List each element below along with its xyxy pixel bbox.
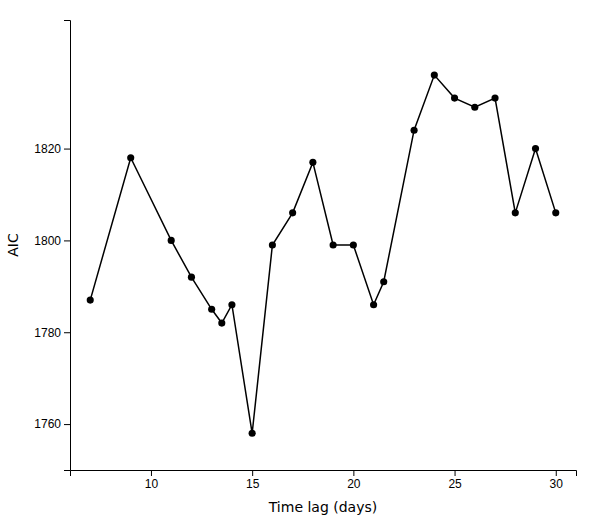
point bbox=[330, 241, 337, 248]
x-axis: 10 15 20 25 30 bbox=[71, 470, 577, 491]
line bbox=[90, 75, 556, 433]
point bbox=[87, 297, 94, 304]
y-axis-line bbox=[64, 21, 71, 471]
x-tick: 10 bbox=[145, 470, 159, 491]
y-tick-mark bbox=[64, 424, 70, 425]
y-tick-mark bbox=[64, 332, 70, 333]
point bbox=[208, 306, 215, 313]
point bbox=[552, 209, 559, 216]
point bbox=[218, 319, 225, 326]
point bbox=[228, 301, 235, 308]
x-tick-label: 25 bbox=[448, 477, 462, 491]
point bbox=[532, 145, 539, 152]
point bbox=[127, 154, 134, 161]
x-tick-label: 10 bbox=[145, 477, 159, 491]
point bbox=[350, 241, 357, 248]
y-tick-mark bbox=[64, 149, 70, 150]
point bbox=[411, 127, 418, 134]
point bbox=[370, 301, 377, 308]
x-axis-title: Time lag (days) bbox=[268, 499, 378, 515]
x-tick: 30 bbox=[550, 470, 564, 491]
point bbox=[188, 274, 195, 281]
chart: 10 15 20 25 30 1760 1780 1800 1820 Time lag (days… bbox=[0, 0, 600, 526]
point bbox=[309, 159, 316, 166]
y-axis-title: AIC bbox=[5, 233, 21, 257]
point bbox=[451, 94, 458, 101]
point bbox=[431, 72, 438, 79]
y-tick-label: 1780 bbox=[34, 326, 61, 340]
point bbox=[380, 278, 387, 285]
x-tick: 20 bbox=[347, 470, 361, 491]
y-tick-label: 1800 bbox=[34, 234, 61, 248]
x-axis-line bbox=[71, 471, 577, 477]
y-tick: 1820 bbox=[34, 142, 70, 156]
y-tick: 1800 bbox=[34, 234, 70, 248]
x-tick-mark bbox=[455, 470, 456, 476]
y-axis: 1760 1780 1800 1820 bbox=[34, 21, 70, 471]
y-tick-mark bbox=[64, 240, 70, 241]
x-tick-mark bbox=[353, 470, 354, 476]
x-tick: 15 bbox=[246, 470, 260, 491]
point bbox=[471, 104, 478, 111]
x-tick-mark bbox=[252, 470, 253, 476]
series bbox=[87, 72, 560, 437]
point bbox=[289, 209, 296, 216]
y-tick-label: 1820 bbox=[34, 142, 61, 156]
plot-area: 10 15 20 25 30 1760 1780 1800 1820 bbox=[34, 21, 576, 491]
point bbox=[512, 209, 519, 216]
x-tick-label: 30 bbox=[550, 477, 564, 491]
point bbox=[269, 241, 276, 248]
y-tick-label: 1760 bbox=[34, 417, 61, 431]
x-tick-label: 15 bbox=[246, 477, 260, 491]
y-tick: 1760 bbox=[34, 417, 70, 431]
point bbox=[491, 94, 498, 101]
point bbox=[249, 430, 256, 437]
point bbox=[168, 237, 175, 244]
x-tick-mark bbox=[151, 470, 152, 476]
x-tick-label: 20 bbox=[347, 477, 361, 491]
y-tick: 1780 bbox=[34, 326, 70, 340]
x-tick: 25 bbox=[448, 470, 462, 491]
x-tick-mark bbox=[556, 470, 557, 476]
